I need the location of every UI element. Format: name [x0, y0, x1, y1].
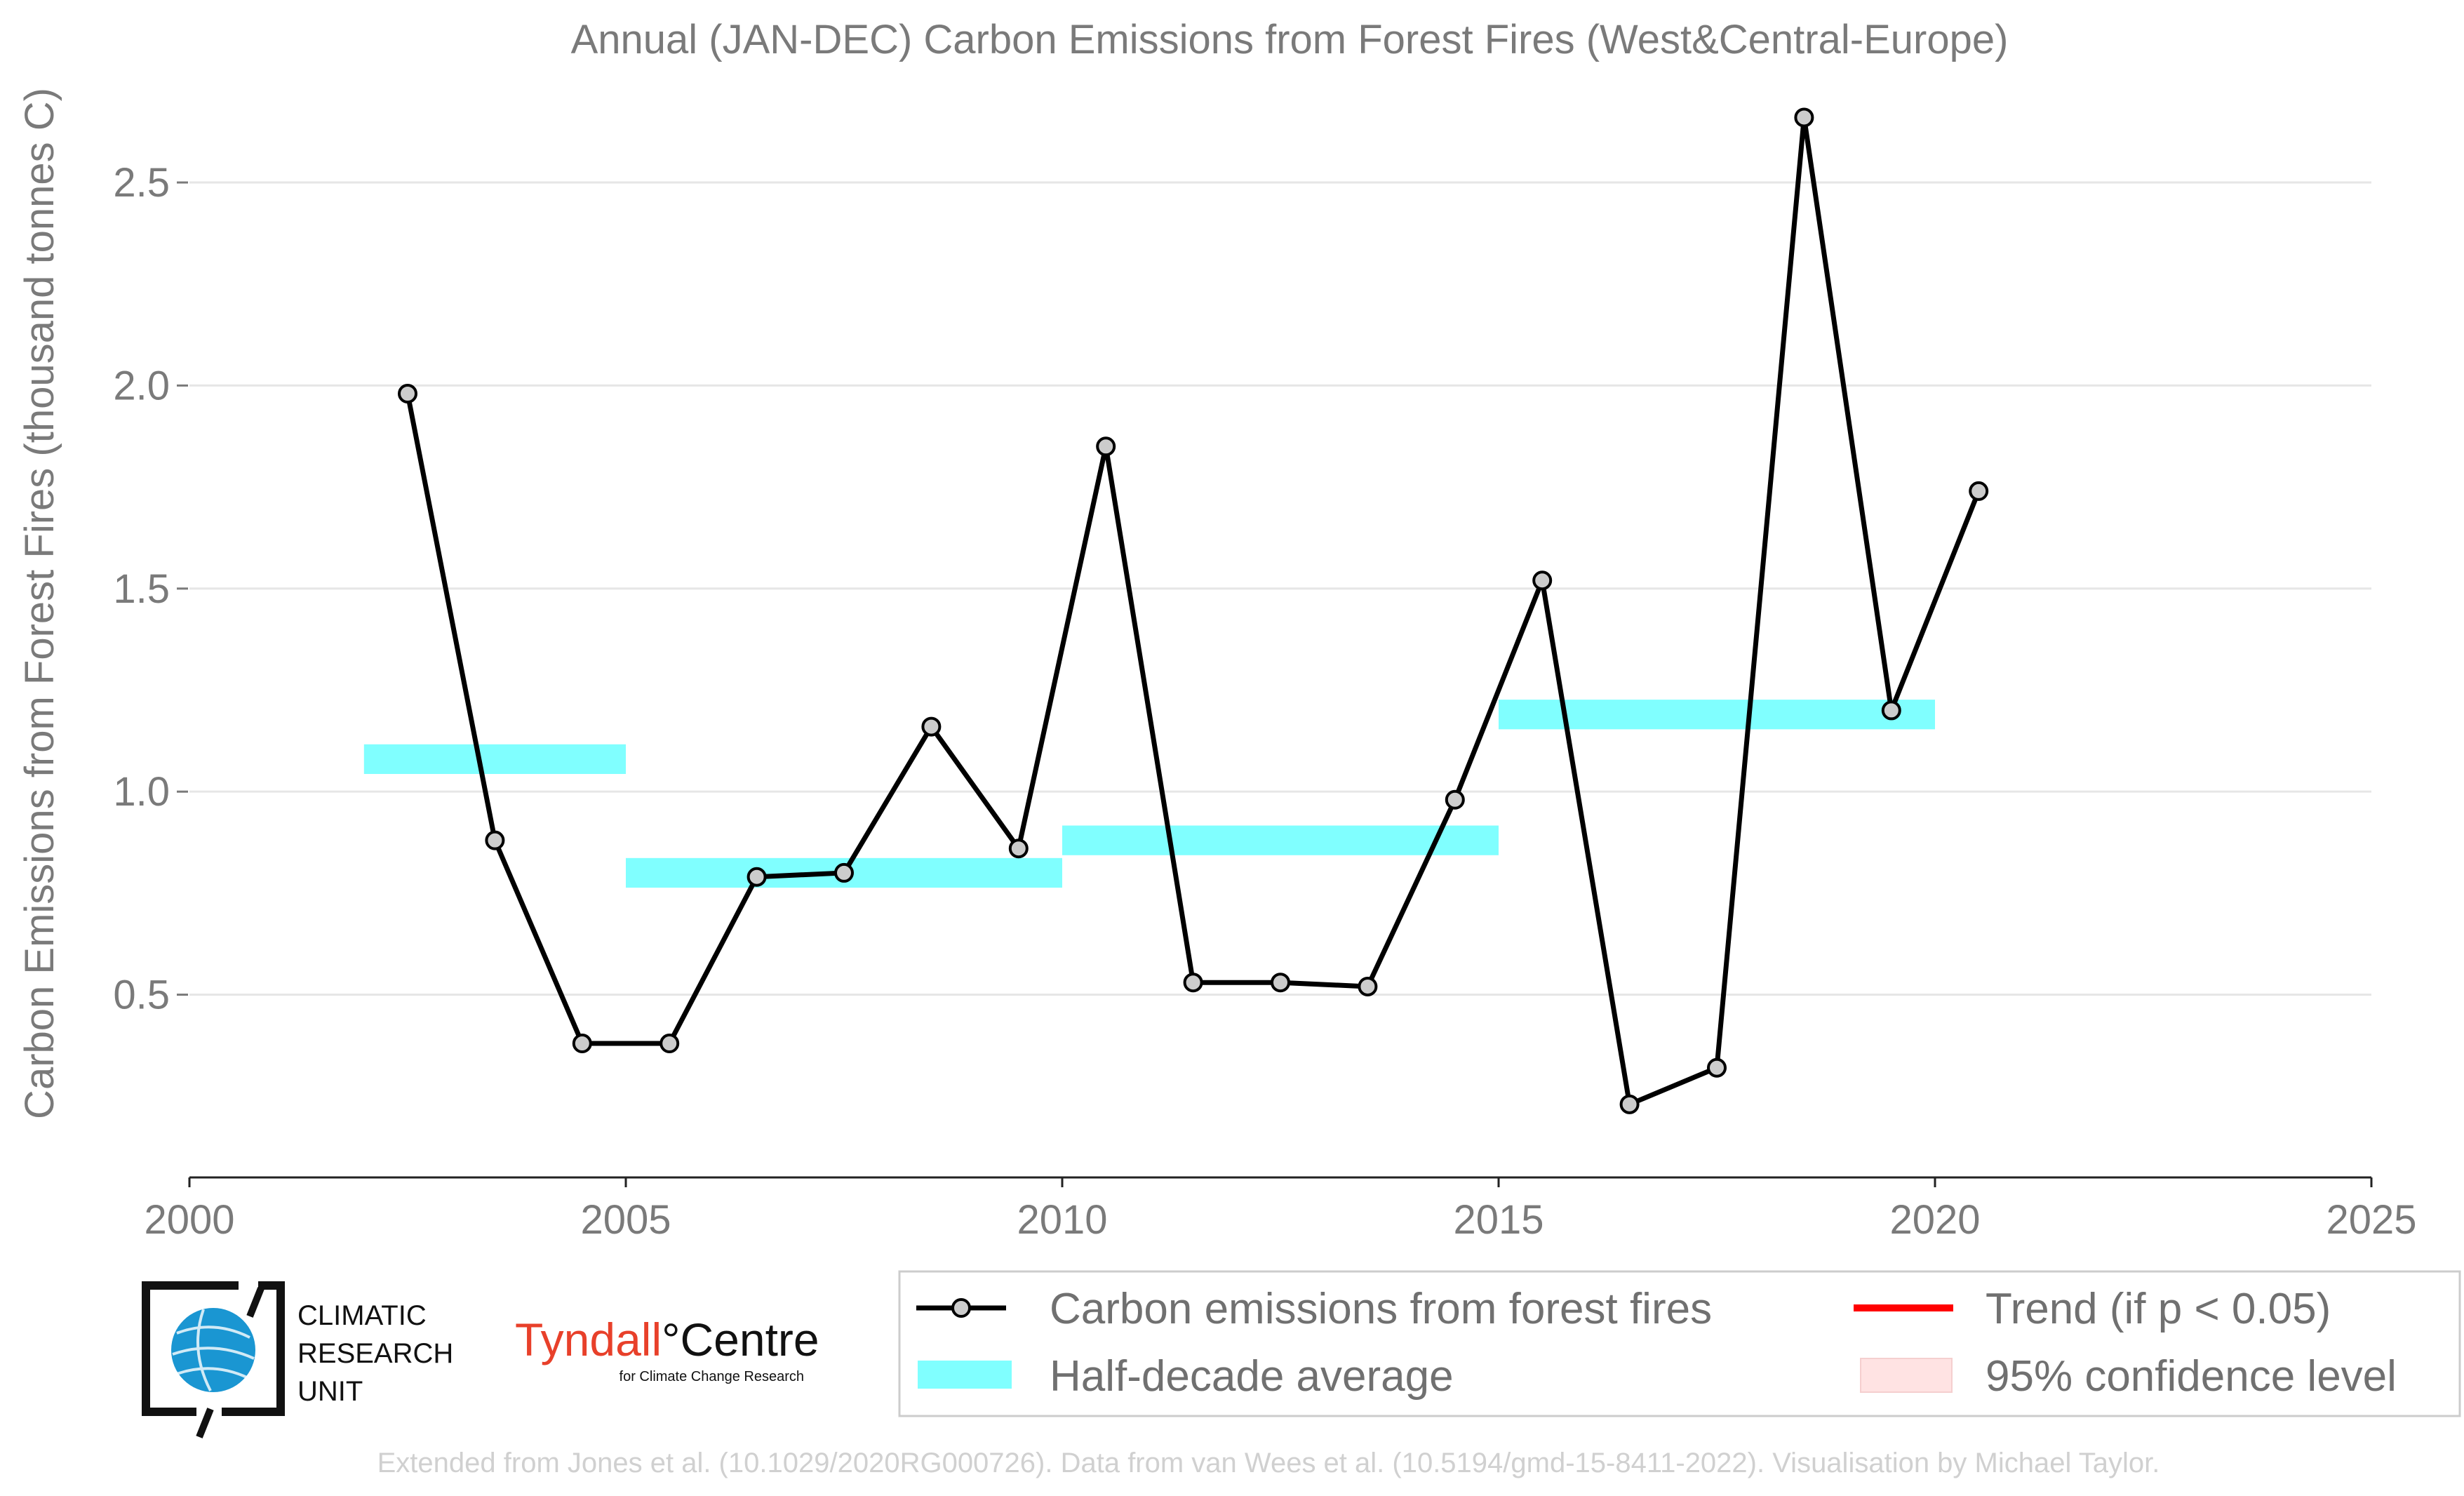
data-point	[398, 384, 417, 404]
half-decade-average-bar	[363, 744, 626, 775]
y-tick-label: 2.0	[113, 363, 170, 408]
cru-logo-frame	[142, 1281, 285, 1416]
cru-logo-line-3: UNIT	[297, 1376, 363, 1407]
y-axis-label: Carbon Emissions from Forest Fires (thou…	[17, 88, 62, 1119]
data-point	[1096, 436, 1116, 457]
cru-logo-line-1: CLIMATIC	[297, 1300, 427, 1331]
y-tick-label: 1.0	[113, 769, 170, 815]
series-line	[405, 114, 1981, 1107]
data-point	[659, 1034, 680, 1054]
data-point	[1445, 789, 1465, 810]
globe-icon-lines	[172, 1309, 255, 1391]
data-point	[485, 830, 505, 850]
legend-label-carbon-emissions: Carbon emissions from forest fires	[1050, 1285, 1712, 1333]
x-axis-ticks: 2000 2005 2010 2015 2020 2025	[144, 1177, 2417, 1243]
legend-swatch-marker	[951, 1298, 971, 1318]
data-point	[746, 867, 767, 887]
legend-swatch-confidence	[1860, 1358, 1953, 1393]
data-point	[1969, 481, 1989, 501]
y-tick-label: 2.5	[113, 160, 170, 206]
data-point	[1271, 973, 1290, 993]
y-tick-label: 1.5	[113, 566, 170, 612]
gridlines	[189, 181, 2371, 996]
data-point	[834, 862, 854, 883]
legend-swatch-half-decade	[918, 1361, 1012, 1389]
footer-credits: Extended from Jones et al. (10.1029/2020…	[377, 1448, 2160, 1478]
data-point	[1183, 973, 1203, 993]
data-point	[921, 716, 942, 737]
y-tick-label: 0.5	[113, 973, 170, 1018]
legend-label-half-decade: Half-decade average	[1050, 1352, 1454, 1401]
legend-label-confidence: 95% confidence level	[1986, 1352, 2397, 1401]
y-tick-labels: 0.5 1.0 1.5 2.0 2.5	[113, 160, 188, 1018]
tyndall-logo-subtitle: for Climate Change Research	[620, 1369, 804, 1384]
half-decade-average-bands	[363, 700, 1935, 888]
data-point	[1881, 700, 1901, 721]
x-tick-label: 2000	[144, 1197, 234, 1243]
legend-box	[898, 1270, 2461, 1417]
cru-logo: CLIMATIC RESEARCH UNIT	[142, 1281, 453, 1438]
tyndall-logo: Tyndall°Centre for Climate Change Resear…	[515, 1314, 819, 1384]
data-point	[572, 1034, 592, 1054]
data-point	[1794, 107, 1814, 128]
tyndall-logo-text: Tyndall°Centre	[515, 1314, 819, 1365]
cru-logo-line-2: RESEARCH	[297, 1338, 453, 1369]
data-point	[1358, 976, 1378, 996]
x-tick-label: 2025	[2326, 1197, 2416, 1243]
data-point	[1008, 839, 1029, 859]
x-tick-label: 2020	[1889, 1197, 1980, 1243]
legend: Carbon emissions from forest fires Trend…	[898, 1270, 2461, 1417]
chart-title: Annual (JAN-DEC) Carbon Emissions from F…	[571, 17, 2009, 62]
x-tick-label: 2015	[1453, 1197, 1544, 1243]
data-point	[1707, 1057, 1727, 1078]
x-tick-label: 2005	[580, 1197, 671, 1243]
data-point	[1532, 570, 1553, 591]
legend-label-trend: Trend (if p < 0.05)	[1986, 1285, 2331, 1333]
cru-logo-slash-bottom	[196, 1408, 214, 1438]
cru-logo-slash-top	[246, 1287, 265, 1318]
tyndall-logo-main: Tyndall	[515, 1314, 662, 1365]
data-point	[1619, 1094, 1640, 1114]
half-decade-average-bar	[1062, 825, 1499, 855]
series-carbon-emissions	[398, 107, 1989, 1114]
tyndall-logo-centre: °Centre	[662, 1314, 819, 1365]
x-tick-label: 2010	[1017, 1197, 1107, 1243]
half-decade-average-bar	[1499, 700, 1935, 730]
